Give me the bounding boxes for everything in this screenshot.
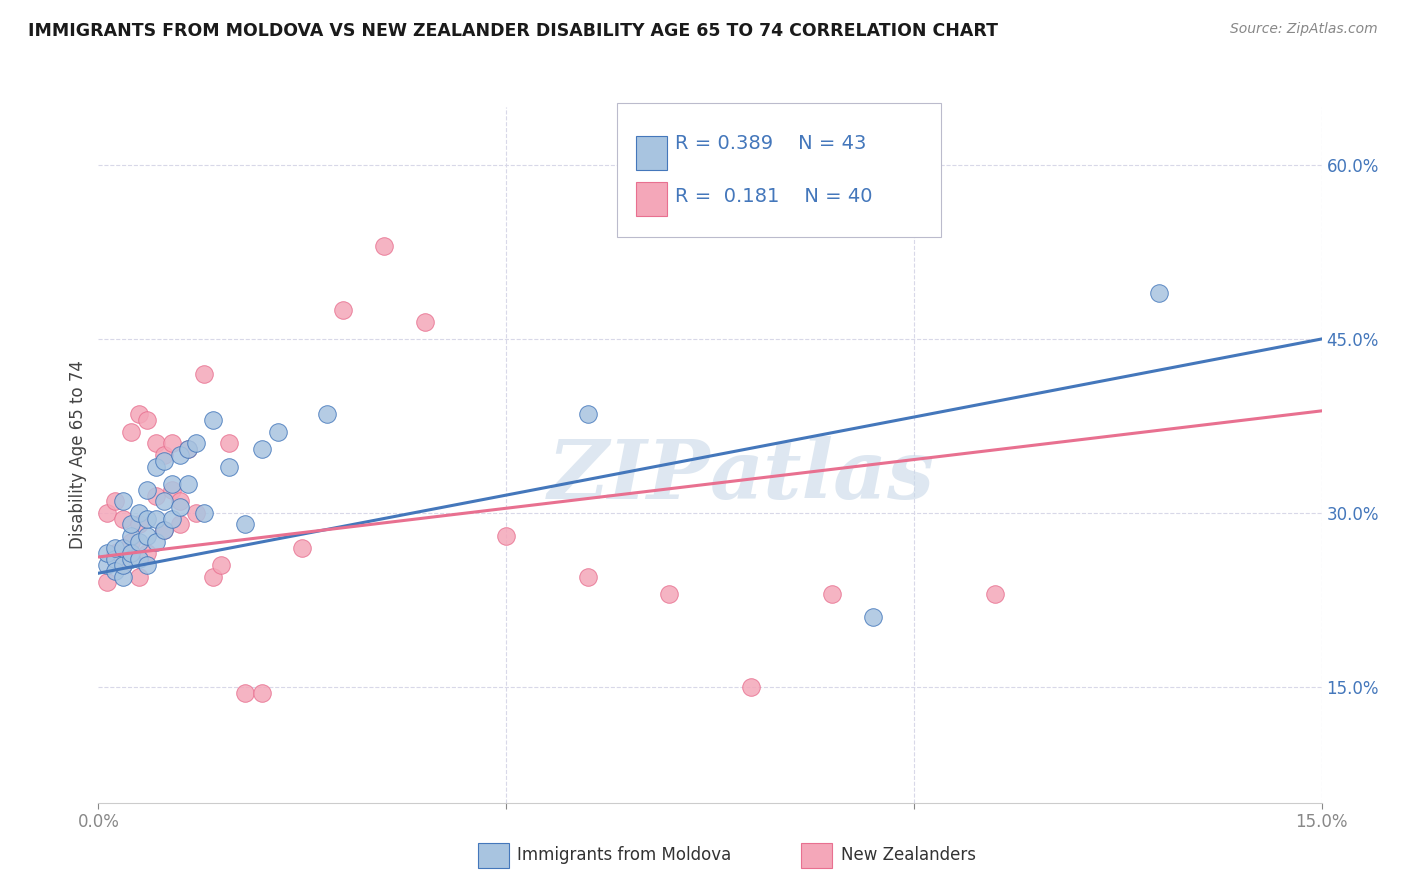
Point bbox=[120, 517, 142, 532]
Point bbox=[903, 158, 925, 172]
Point bbox=[160, 436, 183, 450]
Point bbox=[413, 314, 436, 328]
Point bbox=[169, 500, 191, 514]
Point bbox=[373, 239, 395, 253]
Point bbox=[152, 494, 174, 508]
Point bbox=[209, 558, 232, 573]
Point bbox=[120, 529, 142, 543]
Point bbox=[233, 685, 256, 699]
Point bbox=[128, 534, 150, 549]
Point bbox=[177, 442, 200, 456]
Point bbox=[152, 448, 174, 462]
Point bbox=[128, 552, 150, 566]
Point bbox=[136, 483, 159, 497]
Text: R =  0.181    N = 40: R = 0.181 N = 40 bbox=[675, 187, 873, 206]
Point bbox=[315, 407, 337, 421]
Point bbox=[136, 511, 159, 525]
Point bbox=[128, 570, 150, 584]
Point bbox=[104, 564, 127, 578]
Point bbox=[218, 436, 240, 450]
Point bbox=[495, 529, 517, 543]
Point bbox=[160, 511, 183, 525]
Point bbox=[160, 476, 183, 491]
Point bbox=[576, 407, 599, 421]
Point bbox=[120, 534, 142, 549]
Point bbox=[332, 302, 354, 317]
Point bbox=[128, 407, 150, 421]
Point bbox=[120, 552, 142, 566]
Text: atlas: atlas bbox=[710, 436, 935, 516]
Text: New Zealanders: New Zealanders bbox=[841, 847, 976, 864]
Point bbox=[111, 541, 134, 555]
Text: Immigrants from Moldova: Immigrants from Moldova bbox=[517, 847, 731, 864]
Point bbox=[152, 523, 174, 537]
Point bbox=[104, 541, 127, 555]
Point bbox=[111, 494, 134, 508]
Point bbox=[201, 570, 224, 584]
Point bbox=[104, 546, 127, 561]
Point bbox=[201, 413, 224, 427]
Y-axis label: Disability Age 65 to 74: Disability Age 65 to 74 bbox=[69, 360, 87, 549]
Point bbox=[576, 570, 599, 584]
Point bbox=[658, 587, 681, 601]
Point bbox=[111, 570, 134, 584]
Point bbox=[169, 494, 191, 508]
Point bbox=[186, 436, 208, 450]
Point bbox=[291, 541, 314, 555]
Point bbox=[96, 558, 118, 573]
Point bbox=[169, 517, 191, 532]
Point bbox=[186, 506, 208, 520]
Text: IMMIGRANTS FROM MOLDOVA VS NEW ZEALANDER DISABILITY AGE 65 TO 74 CORRELATION CHA: IMMIGRANTS FROM MOLDOVA VS NEW ZEALANDER… bbox=[28, 22, 998, 40]
Point bbox=[193, 367, 215, 381]
Point bbox=[111, 511, 134, 525]
Point bbox=[96, 575, 118, 590]
Point bbox=[1147, 285, 1170, 300]
Point bbox=[145, 489, 167, 503]
Point bbox=[267, 425, 290, 439]
Point bbox=[136, 558, 159, 573]
Point bbox=[250, 442, 273, 456]
Point bbox=[152, 453, 174, 467]
Point bbox=[136, 546, 159, 561]
Point bbox=[145, 459, 167, 474]
Point bbox=[111, 558, 134, 573]
Point bbox=[145, 511, 167, 525]
Point bbox=[96, 506, 118, 520]
Point bbox=[169, 448, 191, 462]
Point bbox=[128, 506, 150, 520]
Point bbox=[740, 680, 762, 694]
Point bbox=[862, 610, 884, 624]
Point bbox=[177, 442, 200, 456]
Point bbox=[152, 523, 174, 537]
Point bbox=[250, 685, 273, 699]
Point bbox=[120, 425, 142, 439]
Point bbox=[160, 483, 183, 497]
Point bbox=[96, 546, 118, 561]
Point bbox=[111, 558, 134, 573]
Point bbox=[120, 546, 142, 561]
Point bbox=[136, 529, 159, 543]
Point bbox=[145, 436, 167, 450]
Point bbox=[104, 494, 127, 508]
Point bbox=[104, 552, 127, 566]
Point bbox=[136, 413, 159, 427]
Point bbox=[821, 587, 844, 601]
Point bbox=[193, 506, 215, 520]
Point bbox=[218, 459, 240, 474]
Point bbox=[984, 587, 1007, 601]
Text: ZIP: ZIP bbox=[547, 436, 710, 516]
Point bbox=[128, 517, 150, 532]
Point bbox=[177, 476, 200, 491]
Text: R = 0.389    N = 43: R = 0.389 N = 43 bbox=[675, 134, 866, 153]
Point bbox=[145, 534, 167, 549]
Point bbox=[233, 517, 256, 532]
Text: Source: ZipAtlas.com: Source: ZipAtlas.com bbox=[1230, 22, 1378, 37]
